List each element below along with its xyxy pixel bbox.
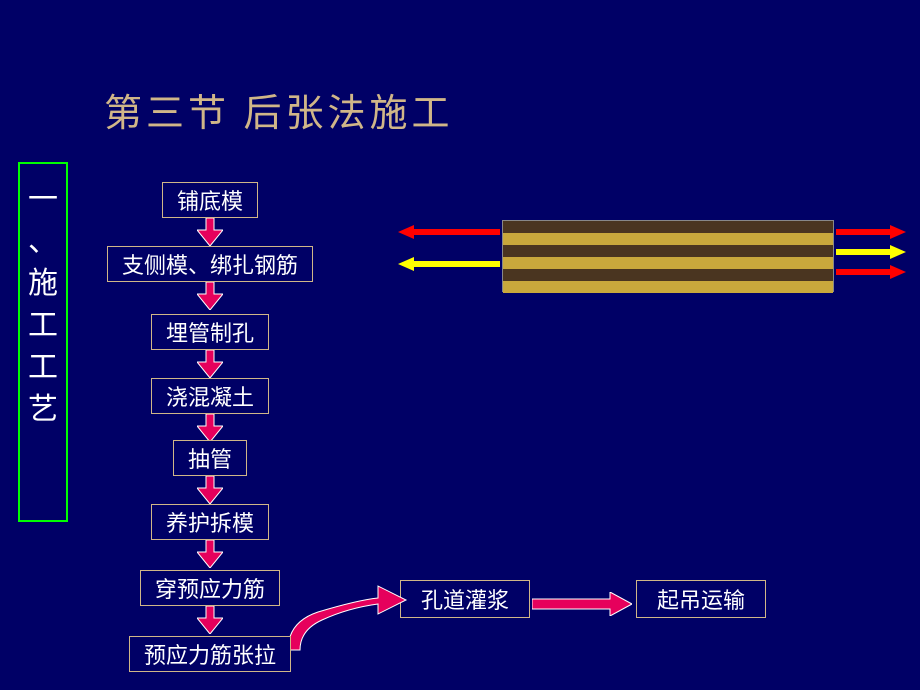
flow-step-label: 抽管 (188, 442, 232, 474)
beam-stripe (503, 281, 833, 293)
tension-arrow-right-icon (836, 265, 906, 284)
flow-step-4: 抽管 (173, 440, 247, 476)
flow-step-1: 支侧模、绑扎钢筋 (107, 246, 313, 282)
beam-stripe (503, 233, 833, 245)
down-arrow-icon (197, 606, 223, 634)
flow-step-3: 浇混凝土 (151, 378, 269, 414)
flow-step-label: 铺底模 (177, 184, 243, 216)
beam-stripe (503, 257, 833, 269)
flow-step-label: 埋管制孔 (166, 316, 254, 348)
tension-arrow-right-icon (836, 225, 906, 244)
branch-curved-arrow (278, 572, 408, 667)
flow-step-label: 穿预应力筋 (155, 572, 265, 604)
down-arrow-icon (197, 540, 223, 568)
beam-stripe (503, 269, 833, 281)
flow-step-5: 养护拆模 (151, 504, 269, 540)
flow-step-2: 埋管制孔 (151, 314, 269, 350)
tension-arrow-left-icon (398, 225, 500, 244)
flow-step-0: 铺底模 (162, 182, 258, 218)
flow-step-label: 养护拆模 (166, 506, 254, 538)
down-arrow-icon (197, 414, 223, 442)
flow-step-label: 支侧模、绑扎钢筋 (122, 248, 298, 280)
down-arrow-icon (197, 476, 223, 504)
beam-stripe (503, 221, 833, 233)
branch-label: 起吊运输 (657, 583, 745, 615)
beam-body (502, 220, 834, 292)
flow-step-label: 预应力筋张拉 (144, 638, 276, 670)
down-arrow-icon (197, 350, 223, 378)
flow-step-6: 穿预应力筋 (140, 570, 280, 606)
tension-arrow-right-icon (836, 245, 906, 264)
beam-stripe (503, 245, 833, 257)
tension-arrow-left-icon (398, 257, 500, 276)
branch-label: 孔道灌浆 (421, 583, 509, 615)
branch-arrow-right (532, 592, 632, 616)
flow-step-label: 浇混凝土 (166, 380, 254, 412)
branch-step-0: 孔道灌浆 (400, 580, 530, 618)
branch-step-1: 起吊运输 (636, 580, 766, 618)
flow-step-7: 预应力筋张拉 (129, 636, 291, 672)
